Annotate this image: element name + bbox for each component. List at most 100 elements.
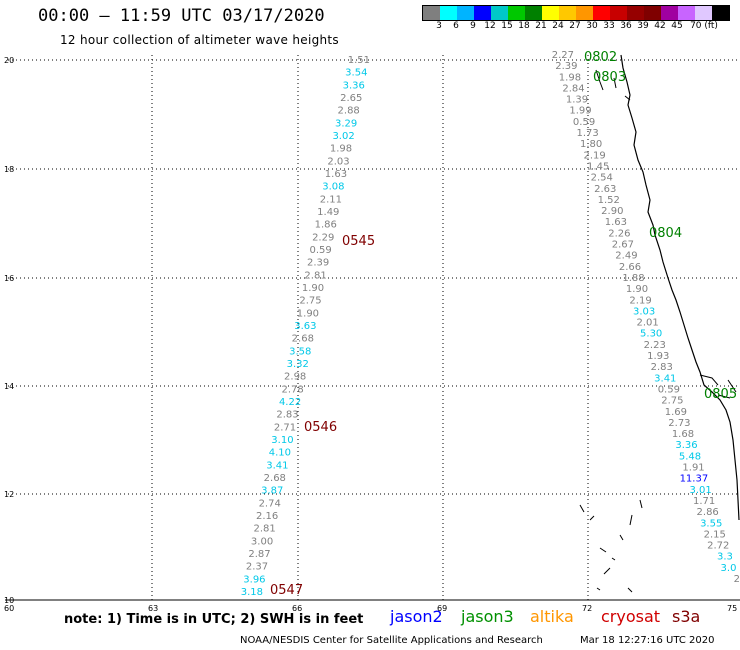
wave-height-value: 2.19	[629, 295, 651, 306]
wave-height-value: 2.75	[661, 396, 683, 407]
legend-label: 39	[637, 21, 649, 31]
legend-swatch	[559, 6, 576, 20]
legend-label: 12	[484, 21, 496, 31]
legend-swatch	[440, 6, 457, 20]
legend-swatch	[474, 6, 491, 20]
lat-tick-label: 16	[4, 274, 14, 283]
wave-height-value: 4.10	[269, 448, 291, 459]
wave-height-value: 2.39	[555, 61, 577, 72]
pass-time-label: 0804	[649, 226, 682, 241]
wave-height-value: 2.73	[668, 418, 690, 429]
wave-height-value: 3.08	[322, 182, 344, 193]
wave-height-value: 2.74	[259, 498, 281, 509]
pass-time-label: 0802	[584, 50, 617, 65]
wave-height-value: 3.96	[243, 574, 265, 585]
wave-height-value: 2.26	[608, 228, 630, 239]
wave-height-value: 2.75	[299, 296, 321, 307]
wave-height-value: 1.63	[325, 169, 347, 180]
wave-height-value: 3.10	[271, 435, 293, 446]
island-shapes	[579, 499, 643, 593]
page-subtitle: 12 hour collection of altimeter wave hei…	[60, 33, 339, 47]
lon-tick-label: 75	[727, 604, 737, 613]
wave-height-value: 2.98	[284, 372, 306, 383]
legend-swatch	[525, 6, 542, 20]
wave-height-value: 1.99	[569, 106, 591, 117]
satellite-jason3-label: jason3	[461, 607, 514, 626]
wave-height-value: 2.49	[615, 251, 637, 262]
wave-height-value: 2.86	[697, 507, 719, 518]
wave-height-value: 3.18	[241, 587, 263, 598]
wave-height-value: 2.88	[338, 106, 360, 117]
wave-height-value: 2.78	[281, 384, 303, 395]
legend-swatch	[610, 6, 627, 20]
credit-line: NOAA/NESDIS Center for Satellite Applica…	[240, 635, 543, 646]
wave-height-value: 3.54	[345, 68, 367, 79]
pass-time-label: 0547	[270, 583, 303, 598]
footer-note: note: 1) Time is in UTC; 2) SWH is in fe…	[64, 612, 364, 627]
wave-height-value: 2.68	[292, 334, 314, 345]
wave-height-value: 5.48	[679, 451, 701, 462]
wave-height-value: 2.39	[307, 258, 329, 269]
wave-height-value: 2.29	[312, 232, 334, 243]
wave-height-value: 3.55	[700, 518, 722, 529]
pass-time-label: 0545	[342, 234, 375, 249]
pass-time-label: 0546	[304, 420, 337, 435]
wave-height-value: 2.37	[246, 562, 268, 573]
wave-height-value: 3.32	[287, 359, 309, 370]
wave-height-value: 2.54	[591, 173, 613, 184]
wave-height-value: 2.81	[304, 270, 326, 281]
legend-swatch	[593, 6, 610, 20]
page-title: 00:00 – 11:59 UTC 03/17/2020	[38, 6, 325, 26]
wave-height-value: 1.68	[672, 429, 694, 440]
wave-height-value: 2.72	[707, 541, 729, 552]
lat-tick-label: 10	[4, 596, 14, 605]
wave-height-value: 4.22	[279, 397, 301, 408]
wave-height-value: 3.41	[266, 460, 288, 471]
west-track: 1.51 3.543.36 2.65 2.883.29 3.02 1.982.03 1.63…	[241, 55, 375, 598]
wave-height-value: 1.73	[576, 128, 598, 139]
generated-timestamp: Mar 18 12:27:16 UTC 2020	[580, 635, 715, 646]
wave-height-value: 3.29	[335, 118, 357, 129]
wave-height-value: 2.15	[704, 529, 726, 540]
wave-height-value: 0.59	[658, 384, 680, 395]
wave-height-value: 2.83	[276, 410, 298, 421]
legend-swatch	[423, 6, 440, 20]
lat-tick-label: 20	[4, 56, 14, 65]
legend-swatch	[508, 6, 525, 20]
legend-swatch	[627, 6, 644, 20]
legend-label: 27	[569, 21, 581, 31]
legend-swatch	[491, 6, 508, 20]
wave-height-value: 2.71	[274, 422, 296, 433]
wave-height-value: 1.52	[598, 195, 620, 206]
wave-height-value: 2.16	[256, 511, 278, 522]
wave-height-value: 2.67	[612, 240, 634, 251]
legend-label: 30	[586, 21, 598, 31]
wave-height-value: 3.3	[717, 552, 733, 563]
coastline	[579, 54, 740, 593]
legend-label: 9	[470, 21, 476, 31]
wave-height-value: 3.63	[294, 321, 316, 332]
wave-height-value: 1.49	[317, 207, 339, 218]
lat-tick-label: 18	[4, 165, 14, 174]
lon-tick-label: 72	[582, 604, 592, 613]
legend-label: 3	[436, 21, 442, 31]
wave-height-value: 0.59	[573, 117, 595, 128]
wave-height-value: 2.19	[584, 150, 606, 161]
satellite-s3a-label: s3a	[672, 607, 701, 626]
wave-height-value: 1.69	[665, 407, 687, 418]
wave-height-value: 1.90	[626, 284, 648, 295]
pass-time-label: 0803	[593, 70, 626, 85]
lon-tick-label: 69	[437, 604, 447, 613]
wave-height-value: 3.58	[289, 346, 311, 357]
wave-height-value: 1.39	[566, 95, 588, 106]
satellite-jason2-label: jason2	[390, 607, 443, 626]
wave-height-value: 2.84	[562, 83, 584, 94]
wave-height-value: 2.01	[637, 318, 659, 329]
wave-height-value: 2.83	[651, 362, 673, 373]
wave-height-value: 5.30	[640, 329, 662, 340]
legend-label: 36	[620, 21, 632, 31]
wave-height-value: 1.90	[297, 308, 319, 319]
wave-height-value: 2.68	[264, 473, 286, 484]
wave-height-value: 0.59	[310, 245, 332, 256]
